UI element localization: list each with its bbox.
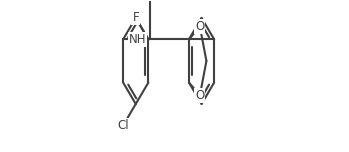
Text: Cl: Cl: [117, 119, 129, 132]
Text: O: O: [195, 89, 205, 102]
Text: F: F: [132, 11, 139, 24]
Text: NH: NH: [129, 33, 147, 46]
Text: O: O: [195, 20, 205, 33]
